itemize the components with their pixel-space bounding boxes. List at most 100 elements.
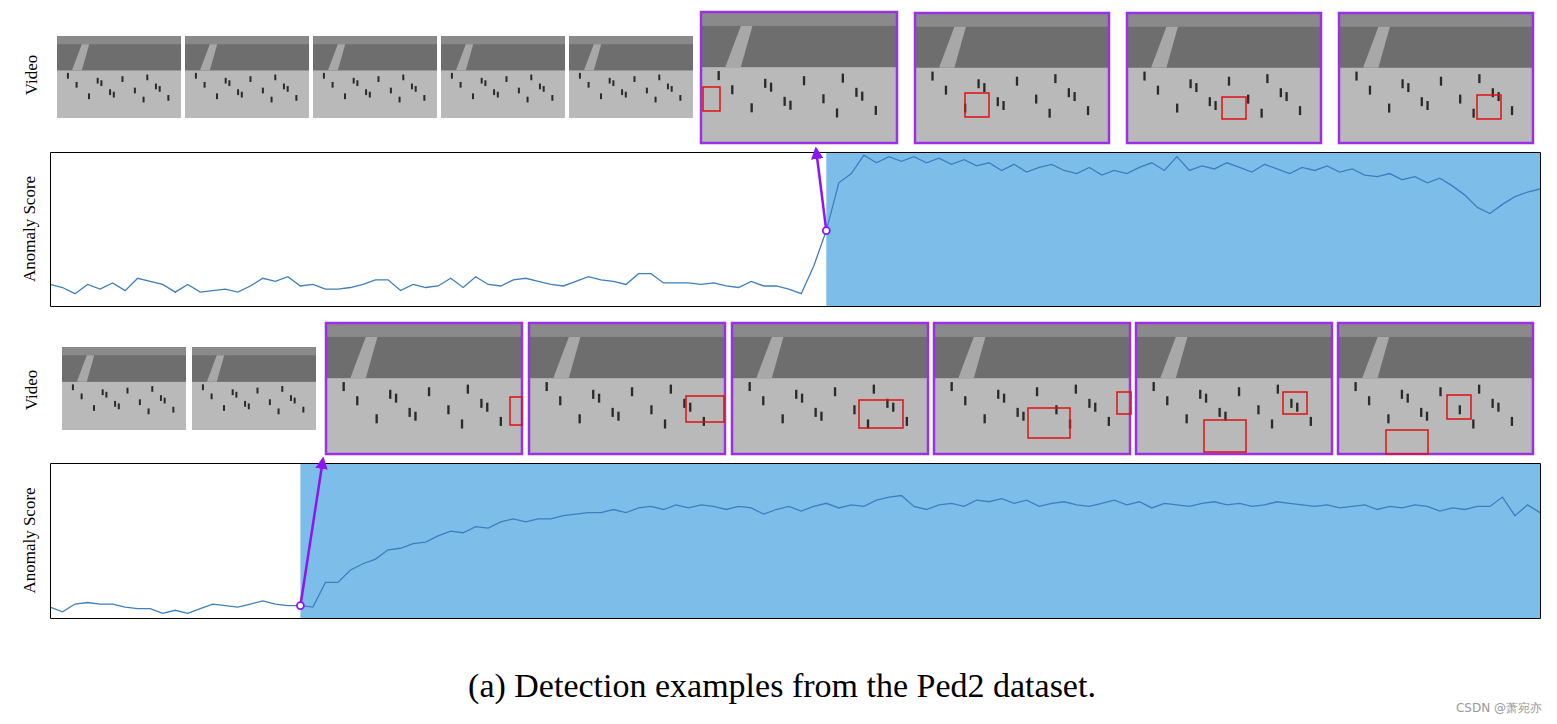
- pedestrian: [718, 71, 720, 80]
- pedestrian: [323, 73, 325, 79]
- pedestrian: [803, 76, 805, 85]
- pedestrian: [1511, 417, 1513, 426]
- pedestrian: [1478, 74, 1480, 83]
- pedestrian: [486, 403, 488, 412]
- pedestrian: [1166, 396, 1168, 405]
- pedestrian: [343, 382, 345, 391]
- pedestrian: [76, 82, 78, 88]
- pedestrian: [399, 97, 401, 103]
- frame-ground: [916, 14, 1108, 142]
- pedestrian: [1266, 74, 1268, 83]
- frame-path: [1160, 337, 1187, 378]
- pedestrian: [801, 394, 803, 403]
- pedestrian: [148, 408, 150, 414]
- detection-box: [1447, 395, 1471, 419]
- pedestrian: [543, 86, 545, 92]
- detection-box: [1117, 392, 1131, 414]
- pedestrian: [518, 88, 520, 94]
- anomaly-frame-border: [1338, 323, 1533, 454]
- pedestrian: [997, 97, 999, 106]
- pedestrian: [671, 86, 673, 92]
- pedestrian: [143, 97, 145, 103]
- pedestrian: [1016, 408, 1018, 417]
- anomaly-frame-border: [529, 323, 725, 454]
- pedestrian: [822, 94, 824, 103]
- pedestrian: [411, 84, 413, 90]
- frame-sky: [313, 36, 437, 44]
- pedestrian: [195, 73, 197, 79]
- anomaly-region: [826, 152, 1540, 306]
- pedestrian: [679, 95, 681, 101]
- pedestrian: [964, 396, 966, 405]
- pedestrian: [146, 75, 148, 81]
- pedestrian: [539, 84, 541, 90]
- pedestrian: [527, 97, 529, 103]
- pedestrian: [402, 75, 404, 81]
- pedestrian: [290, 395, 292, 401]
- pedestrian: [1157, 86, 1159, 95]
- pedestrian: [155, 84, 157, 90]
- pedestrian: [139, 399, 141, 405]
- pedestrian: [689, 403, 691, 412]
- pedestrian: [262, 88, 264, 94]
- pedestrian: [332, 82, 334, 88]
- pedestrian: [782, 414, 784, 423]
- pedestrian: [892, 403, 894, 412]
- frame-ground: [57, 36, 181, 118]
- y-axis-right: [1540, 153, 1541, 307]
- pedestrian: [467, 385, 469, 394]
- frame-ground: [569, 36, 693, 118]
- pedestrian: [167, 95, 169, 101]
- pedestrian: [1497, 92, 1499, 101]
- pedestrian: [783, 97, 785, 106]
- pedestrian: [1472, 419, 1474, 428]
- detection-box: [510, 397, 522, 425]
- frame-background: [702, 13, 896, 67]
- video-frame: [915, 13, 1109, 143]
- pedestrian: [670, 385, 672, 394]
- frame-background: [327, 324, 521, 378]
- x-axis: [51, 306, 1541, 307]
- pedestrian: [1205, 394, 1207, 403]
- pedestrian: [428, 387, 430, 396]
- pedestrian: [1214, 101, 1216, 110]
- pedestrian: [1002, 101, 1004, 110]
- pedestrian: [855, 88, 857, 97]
- video-frame: [1136, 323, 1332, 454]
- video-frame: [529, 323, 725, 454]
- anomaly-frame-border: [934, 323, 1130, 454]
- pedestrian: [1228, 77, 1230, 86]
- pedestrian: [1355, 72, 1357, 81]
- frame-ground: [530, 324, 724, 453]
- frame-path: [350, 337, 377, 378]
- pedestrian: [1299, 106, 1301, 115]
- frame-sky: [569, 36, 693, 44]
- pedestrian: [109, 89, 111, 95]
- detection-box: [859, 400, 903, 428]
- frame-background: [569, 36, 693, 70]
- pedestrian: [1189, 79, 1191, 88]
- pedestrian: [997, 390, 999, 399]
- pedestrian: [1176, 104, 1178, 113]
- pedestrian: [114, 401, 116, 407]
- pedestrian: [842, 74, 844, 83]
- anomaly-region: [300, 463, 1540, 618]
- pedestrian: [472, 93, 474, 99]
- pedestrian: [1153, 382, 1155, 391]
- detection-box: [1204, 420, 1246, 452]
- pedestrian: [621, 89, 623, 95]
- x-axis-top: [51, 463, 1541, 464]
- pedestrian: [1003, 394, 1005, 403]
- pedestrian: [1388, 104, 1390, 113]
- pedestrian: [1055, 405, 1057, 414]
- pedestrian: [1478, 385, 1480, 394]
- detection-box: [1028, 408, 1070, 438]
- pedestrian: [1426, 412, 1428, 421]
- pedestrian: [612, 80, 614, 86]
- onset-arrow: [816, 149, 826, 231]
- pedestrian: [867, 419, 869, 428]
- pedestrian: [1260, 109, 1262, 118]
- pedestrian: [232, 389, 234, 395]
- y-axis: [50, 464, 51, 619]
- pedestrian: [546, 382, 548, 391]
